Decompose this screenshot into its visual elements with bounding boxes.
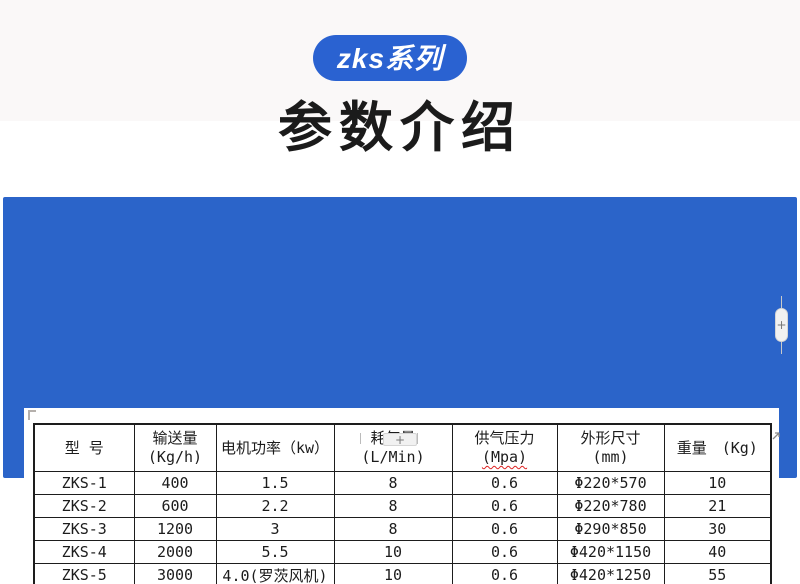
table-cell: 4.0(罗茨风机)	[215, 563, 335, 584]
table-cell: 400	[133, 471, 217, 495]
table-cell: 5.5	[215, 540, 335, 564]
table-cell: 55	[663, 563, 772, 584]
table-cell: 30	[663, 517, 772, 541]
column-header-line: 电机功率（kw）	[220, 438, 330, 457]
table-cell: 10	[333, 540, 453, 564]
table-cell: 8	[333, 471, 453, 495]
table-row: ZKS-5 3000 4.0(罗茨风机) 10 0.6 Φ420*1250 55	[33, 563, 772, 584]
table-row: ZKS-2 600 2.2 8 0.6 Φ220*780 21	[33, 494, 772, 518]
table-cell: 10	[333, 563, 453, 584]
table-cell: 0.6	[451, 563, 558, 584]
table-cell: ZKS-3	[33, 517, 135, 541]
plus-icon: +	[394, 432, 406, 447]
column-header-line: 型 号	[64, 438, 104, 457]
table-cell: 0.6	[451, 471, 558, 495]
column-header: 外形尺寸 (mm)	[556, 423, 665, 472]
column-header: 供气压力 (Mpa)	[451, 423, 558, 472]
table-cell: 2.2	[215, 494, 335, 518]
table-cell: 3000	[133, 563, 217, 584]
table-cell: 0.6	[451, 540, 558, 564]
table-cell: ZKS-5	[33, 563, 135, 584]
column-header-line: 输送量	[152, 429, 198, 447]
column-header-line: 外形尺寸	[580, 429, 641, 447]
table-cell: 0.6	[451, 494, 558, 518]
table-cell: Φ290*850	[556, 517, 665, 541]
series-badge-label: zks系列	[336, 43, 444, 74]
spec-table-head: 型 号输送量(Kg/h)电机功率（kw）耗气量(L/Min)供气压力(Mpa)外…	[33, 423, 772, 472]
column-header: 耗气量(L/Min)	[333, 423, 453, 472]
bottom-track-tick	[417, 433, 418, 444]
table-cell: 1.5	[215, 471, 335, 495]
table-row: ZKS-1 400 1.5 8 0.6 Φ220*570 10	[33, 471, 772, 495]
table-cell: 21	[663, 494, 772, 518]
table-row: ZKS-3 1200 3 8 0.6 Φ290*850 30	[33, 517, 772, 541]
table-resize-corner-icon[interactable]	[771, 431, 781, 441]
page-title: 参数介绍	[278, 98, 522, 158]
side-scrollbar-track	[781, 342, 782, 354]
table-cell: 8	[333, 494, 453, 518]
header-row: 型 号输送量(Kg/h)电机功率（kw）耗气量(L/Min)供气压力(Mpa)外…	[33, 423, 772, 472]
table-cell: 1200	[133, 517, 217, 541]
spec-panel-frame: 型 号输送量(Kg/h)电机功率（kw）耗气量(L/Min)供气压力(Mpa)外…	[3, 197, 797, 584]
column-header: 输送量 (Kg/h)	[133, 423, 217, 472]
spec-table-body: ZKS-1 400 1.5 8 0.6 Φ220*570 10 ZKS-2 600 2.2 8 0.6…	[33, 471, 772, 584]
series-badge: zks系列	[313, 35, 467, 81]
table-cell: ZKS-4	[33, 540, 135, 564]
table-cell: Φ420*1250	[556, 563, 665, 584]
side-scroll-plus-button[interactable]: +	[775, 308, 788, 342]
table-row: ZKS-4 2000 5.5 10 0.6 Φ420*1150 40	[33, 540, 772, 564]
table-cell: 0.6	[451, 517, 558, 541]
plus-icon: +	[776, 318, 787, 332]
bottom-scroll-plus-button[interactable]: +	[383, 433, 417, 446]
document-area: 型 号输送量(Kg/h)电机功率（kw）耗气量(L/Min)供气压力(Mpa)外…	[24, 408, 779, 584]
column-header-line: (Kg/h)	[147, 448, 203, 466]
column-header: 重量 (Kg)	[663, 423, 772, 472]
column-header-line: (mm)	[592, 448, 629, 466]
table-cell: 2000	[133, 540, 217, 564]
column-header: 电机功率（kw）	[215, 423, 335, 472]
spec-table: 型 号输送量(Kg/h)电机功率（kw）耗气量(L/Min)供气压力(Mpa)外…	[33, 423, 772, 584]
column-header-line: 重量 (Kg)	[676, 438, 758, 457]
table-cell: 600	[133, 494, 217, 518]
column-header: 型 号	[33, 423, 135, 472]
table-cell: 3	[215, 517, 335, 541]
table-cell: Φ220*570	[556, 471, 665, 495]
table-cell: 8	[333, 517, 453, 541]
bottom-track-tick	[360, 433, 361, 444]
table-cell: Φ420*1150	[556, 540, 665, 564]
table-cell: 10	[663, 471, 772, 495]
table-cell: ZKS-1	[33, 471, 135, 495]
column-header-line: (Mpa)	[481, 448, 528, 466]
table-cell: Φ220*780	[556, 494, 665, 518]
column-header-line: 供气压力	[474, 429, 535, 447]
side-scrollbar-track	[781, 296, 782, 308]
table-handle-artifact	[28, 410, 36, 420]
column-header-line: (L/Min)	[361, 448, 425, 466]
table-cell: ZKS-2	[33, 494, 135, 518]
table-cell: 40	[663, 540, 772, 564]
